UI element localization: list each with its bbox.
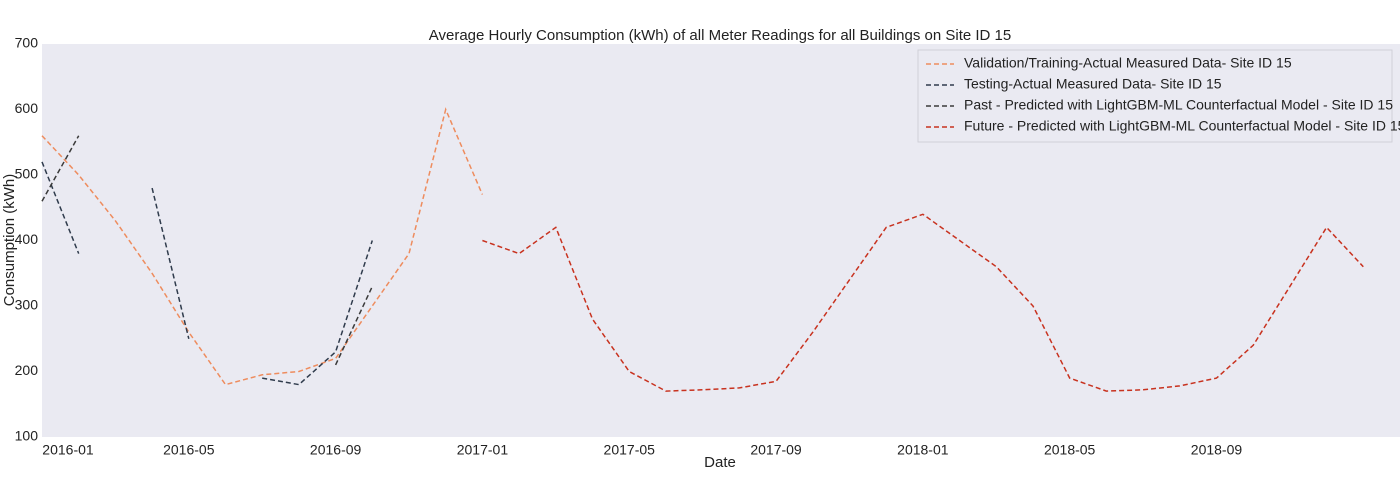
x-tick-label: 2016-09 — [310, 442, 362, 458]
y-tick-label: 100 — [15, 428, 39, 444]
x-tick-label: 2016-01 — [42, 442, 94, 458]
y-tick-label: 300 — [15, 297, 39, 313]
chart-title: Average Hourly Consumption (kWh) of all … — [429, 27, 1012, 44]
legend-label: Testing-Actual Measured Data- Site ID 15 — [964, 76, 1222, 92]
y-tick-label: 600 — [15, 100, 39, 116]
x-tick-label: 2017-01 — [457, 442, 509, 458]
y-tick-label: 700 — [15, 35, 39, 51]
y-axis-label: Consumption (kWh) — [1, 174, 18, 307]
y-tick-label: 500 — [15, 166, 39, 182]
x-tick-label: 2018-09 — [1191, 442, 1243, 458]
x-tick-label: 2018-01 — [897, 442, 949, 458]
y-tick-label: 200 — [15, 362, 39, 378]
series-line — [482, 213, 1364, 392]
x-axis-label: Date — [704, 454, 736, 471]
x-tick-label: 2017-09 — [750, 442, 802, 458]
legend-label: Validation/Training-Actual Measured Data… — [964, 55, 1292, 71]
legend-box — [917, 49, 1393, 143]
series-line — [41, 135, 373, 366]
legend-label: Future - Predicted with LightGBM-ML Coun… — [964, 118, 1400, 134]
x-tick-label: 2016-05 — [163, 442, 215, 458]
series-line — [41, 107, 484, 386]
y-tick-label: 400 — [15, 231, 39, 247]
legend-label: Past - Predicted with LightGBM-ML Counte… — [964, 97, 1393, 113]
x-tick-label: 2018-05 — [1044, 442, 1096, 458]
x-tick-label: 2017-05 — [604, 442, 656, 458]
series-line — [41, 161, 374, 386]
